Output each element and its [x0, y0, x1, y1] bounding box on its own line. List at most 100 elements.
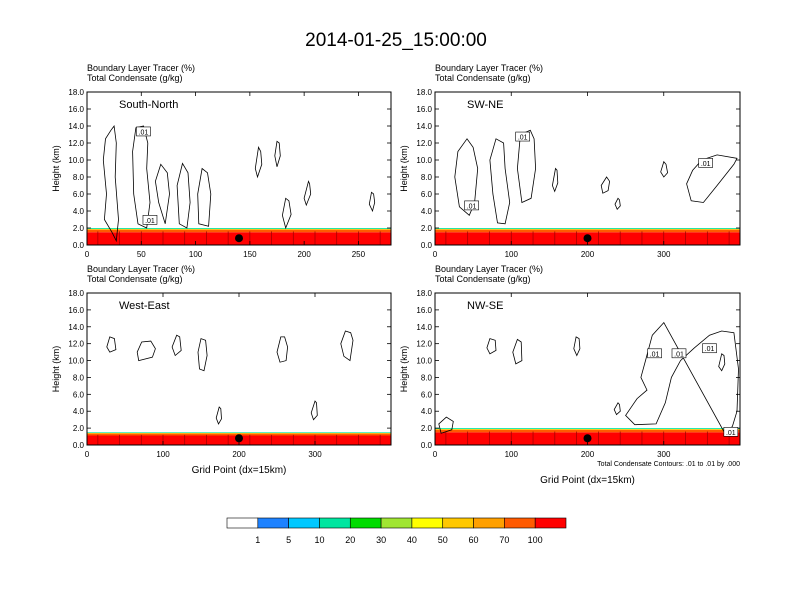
- colorbar: 1 5 10 20 30 40 50 60 70 100: [226, 517, 567, 545]
- var-label-tracer: Boundary Layer Tracer (%): [435, 63, 543, 73]
- colorbar-swatch: [226, 517, 259, 529]
- contour-label: .01: [139, 129, 149, 136]
- colorbar-label: 10: [314, 535, 324, 545]
- y-axis-label: Height (km): [399, 145, 409, 192]
- condensate-contour: [512, 338, 523, 365]
- y-tick-label: 10.0: [416, 156, 432, 165]
- condensate-contour: [197, 338, 208, 372]
- condensate-contour: [154, 163, 170, 224]
- y-tick-label: 18.0: [68, 88, 84, 97]
- colorbar-swatch: [257, 517, 289, 529]
- var-label-tracer: Boundary Layer Tracer (%): [435, 264, 543, 274]
- y-tick-label: 14.0: [416, 122, 432, 131]
- contour-label: .01: [467, 203, 477, 210]
- y-tick-label: 10.0: [68, 156, 84, 165]
- panel-1: 0.0 2.0 4.0 6.0 8.0 10.0 12.0 14.0 16.0 18.0 0 100 2…: [399, 63, 741, 259]
- colorbar-label: 30: [376, 535, 386, 545]
- y-tick-label: 8.0: [421, 173, 433, 182]
- condensate-contour: [613, 402, 621, 416]
- tracer-band-1-3: [435, 228, 740, 229]
- panel-label: NW-SE: [467, 300, 503, 312]
- condensate-contour: [660, 160, 669, 178]
- y-tick-label: 0.0: [73, 241, 85, 250]
- condensate-contour: [102, 124, 119, 243]
- condensate-contour: [686, 154, 738, 203]
- x-tick-label: 0: [433, 250, 438, 259]
- y-tick-label: 18.0: [68, 289, 84, 298]
- contour-label: .01: [726, 430, 736, 437]
- condensate-contour: [276, 336, 289, 363]
- y-tick-label: 14.0: [416, 323, 432, 332]
- x-tick-label: 100: [505, 250, 519, 259]
- condensate-contour: [625, 321, 739, 434]
- condensate-contour: [454, 138, 479, 216]
- colorbar-swatch: [319, 517, 351, 529]
- contour-label-box: [142, 215, 158, 225]
- location-marker: [235, 434, 243, 443]
- y-tick-label: 16.0: [416, 105, 432, 114]
- y-tick-label: 4.0: [421, 207, 433, 216]
- y-tick-label: 16.0: [68, 306, 84, 315]
- panel-0: 0.0 2.0 4.0 6.0 8.0 10.0 12.0 14.0 16.0 18.0 0 50 10…: [51, 63, 392, 259]
- location-marker: [583, 434, 592, 443]
- colorbar-swatch: [411, 517, 444, 529]
- contour-label: .01: [650, 351, 660, 358]
- x-tick-label: 100: [156, 450, 170, 459]
- contour-label-box: [515, 131, 530, 142]
- y-axis-label: Height (km): [399, 346, 409, 393]
- condensate-contour: [489, 138, 511, 225]
- x-tick-label: 200: [297, 250, 311, 259]
- colorbar-swatch: [442, 517, 474, 529]
- colorbar-swatch: [380, 517, 413, 529]
- y-tick-label: 12.0: [68, 340, 84, 349]
- panel-label: South-North: [119, 99, 178, 111]
- x-tick-label: 0: [85, 450, 90, 459]
- y-axis-label: Height (km): [51, 346, 61, 393]
- x-tick-label: 200: [581, 250, 595, 259]
- var-label-tracer: Boundary Layer Tracer (%): [87, 63, 195, 73]
- y-tick-label: 6.0: [421, 390, 433, 399]
- var-label-tracer: Boundary Layer Tracer (%): [87, 264, 195, 274]
- condensate-contour: [132, 125, 151, 229]
- tracer-band-2-3: [87, 432, 391, 433]
- condensate-contour: [573, 336, 581, 357]
- colorbar-swatch: [504, 517, 536, 529]
- contour-label-box: [136, 126, 151, 137]
- x-axis-label: Grid Point (dx=15km): [540, 475, 635, 486]
- colorbar-label: 20: [345, 535, 355, 545]
- condensate-contour: [197, 167, 212, 227]
- x-tick-label: 200: [232, 450, 246, 459]
- contour-label: .01: [701, 161, 711, 168]
- contour-label: .01: [145, 218, 155, 225]
- condensate-contour: [310, 400, 318, 421]
- x-tick-label: 300: [657, 250, 671, 259]
- x-tick-label: 300: [657, 450, 671, 459]
- plot-frame: [434, 292, 741, 446]
- location-marker: [235, 234, 243, 243]
- y-tick-label: 2.0: [421, 424, 433, 433]
- colorbar-label: 1: [255, 535, 260, 545]
- y-tick-label: 18.0: [416, 289, 432, 298]
- y-tick-label: 6.0: [73, 390, 85, 399]
- x-tick-label: 100: [189, 250, 203, 259]
- contour-label-box: [723, 427, 739, 437]
- colorbar-label: 50: [438, 535, 448, 545]
- condensate-contour: [281, 197, 292, 230]
- y-tick-label: 18.0: [416, 88, 432, 97]
- condensate-contour: [215, 406, 222, 425]
- condensate-contour: [106, 336, 117, 353]
- contour-label: .01: [705, 346, 715, 353]
- contour-label-box: [671, 348, 687, 359]
- y-tick-label: 14.0: [68, 323, 84, 332]
- condensate-contour: [718, 353, 726, 372]
- tracer-band-1-2: [435, 228, 740, 230]
- condensate-contour: [340, 330, 354, 362]
- tracer-band-3-3: [435, 428, 740, 429]
- contour-label: .01: [518, 135, 528, 142]
- var-label-condensate: Total Condensate (g/kg): [435, 274, 531, 284]
- y-tick-label: 2.0: [73, 224, 85, 233]
- tracer-band-0-2: [87, 228, 391, 230]
- panel-label: SW-NE: [467, 99, 503, 111]
- plot-frame: [86, 91, 392, 246]
- y-tick-label: 6.0: [421, 190, 433, 199]
